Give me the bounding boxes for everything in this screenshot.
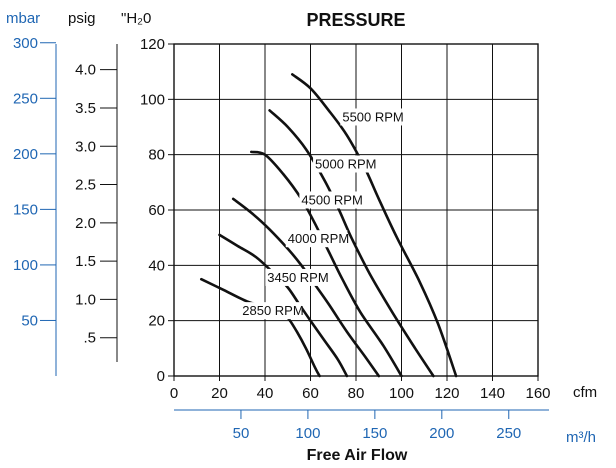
psig-tick-label: 1.0 [75,291,96,308]
x-axis-title: Free Air Flow [307,447,408,464]
mbar-tick-label: 150 [13,201,38,218]
mbar-unit-label: mbar [6,10,40,27]
label-4500-rpm: 4500 RPM [301,192,362,207]
y-tick-label: 0 [157,368,165,385]
x-tick-label: 140 [480,385,505,402]
curve-5500-rpm [291,73,458,378]
label-bg-5500-rpm [340,108,402,126]
y-tick-label: 80 [148,147,165,164]
mbar-tick-label: 200 [13,146,38,163]
label-4000-rpm: 4000 RPM [288,231,349,246]
y-tick-label: 60 [148,202,165,219]
label-5500-rpm: 5500 RPM [342,109,403,124]
m3h-tick-label: 250 [496,425,521,442]
psig-tick-label: 2.5 [75,177,96,194]
y-tick-label: 120 [140,36,165,53]
axes: 0 20 40 60 80 100 120 140 160 0 20 40 60 80 100 120 .5 1.… [13,35,551,442]
x-tick-label: 60 [302,385,319,402]
x-tick-label: 120 [434,385,459,402]
m3h-tick-label: 100 [295,425,320,442]
x-tick-label: 80 [348,385,365,402]
mbar-tick-label: 100 [13,257,38,274]
m3h-tick-label: 200 [429,425,454,442]
m3h-tick-label: 150 [362,425,387,442]
grid [174,44,538,376]
mbar-tick-label: 50 [21,312,38,329]
m3h-unit-label: m³/h [566,429,596,446]
curve-5000-rpm [268,109,435,378]
psig-tick-label: 2.0 [75,215,96,232]
y-tick-label: 100 [140,91,165,108]
label-bg-5000-rpm [313,155,375,173]
h2o-unit-label: "H₂0 [121,10,151,27]
label-bg-4000-rpm [285,230,348,248]
h2o-unit-text: "H₂0 [121,10,151,27]
cfm-unit-label: cfm [573,384,597,401]
y-tick-label: 20 [148,313,165,330]
label-5000-rpm: 5000 RPM [315,157,376,172]
series-curves [200,73,458,378]
mbar-tick-label: 250 [13,90,38,107]
x-tick-label: 40 [257,385,274,402]
label-bg-3450-rpm [265,268,327,286]
label-bg-4500-rpm [299,191,361,209]
m3h-tick-label: 50 [233,425,250,442]
psig-tick-label: 1.5 [75,253,96,270]
psig-tick-label: 3.0 [75,138,96,155]
x-tick-label: 160 [525,385,550,402]
label-3450-rpm: 3450 RPM [267,270,328,285]
label-bg-2850-rpm [240,302,302,320]
x-tick-label: 20 [211,385,228,402]
y-tick-label: 40 [148,257,165,274]
psig-tick-label: 4.0 [75,62,96,79]
mbar-tick-label: 300 [13,35,38,52]
chart-title: PRESSURE [306,10,405,30]
x-tick-label: 0 [170,385,178,402]
x-tick-label: 100 [389,385,414,402]
curve-3450-rpm [218,233,349,378]
series-labels: 2850 RPM 3450 RPM 4000 RPM 4500 RPM 5000 RPM… [240,108,404,320]
psig-unit-label: psig [68,10,96,27]
psig-tick-label: 3.5 [75,100,96,117]
label-2850-rpm: 2850 RPM [242,303,303,318]
psig-tick-label: .5 [83,330,96,347]
